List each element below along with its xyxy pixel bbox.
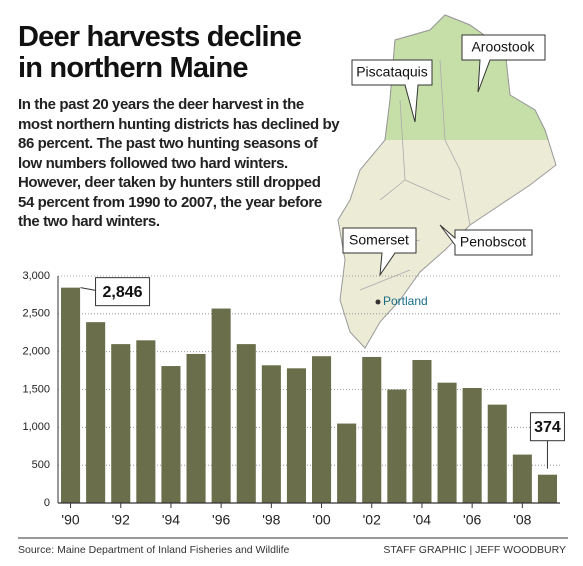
bar	[412, 359, 432, 503]
bar	[512, 454, 532, 503]
label-box	[529, 412, 565, 442]
credit: STAFF GRAPHIC | JEFF WOODBURY	[383, 544, 566, 556]
x-tick-label: '98	[262, 512, 280, 528]
value-label: 374	[534, 419, 561, 436]
value-label: 2,846	[103, 284, 143, 301]
y-tick-label: 0	[44, 497, 50, 509]
bar	[111, 344, 131, 503]
x-tick-label: '96	[212, 512, 230, 528]
bar	[136, 340, 156, 503]
y-tick-label: 2,500	[22, 308, 50, 320]
y-tick-label: 1,500	[22, 383, 50, 395]
bar	[211, 308, 231, 503]
bar	[337, 423, 357, 503]
bar	[487, 404, 507, 503]
bar	[186, 353, 206, 503]
bar	[286, 368, 306, 503]
x-tick-label: '02	[363, 512, 381, 528]
y-tick-label: 3,000	[22, 270, 50, 282]
bar	[537, 474, 557, 503]
y-tick-label: 1,000	[22, 421, 50, 433]
subtitle: In the past 20 years the deer harvest in…	[18, 96, 340, 230]
bar	[312, 356, 332, 503]
y-tick-label: 500	[32, 459, 50, 471]
bar	[61, 287, 81, 503]
bar	[462, 387, 482, 503]
map-label: Penobscot	[460, 234, 526, 250]
map	[337, 14, 557, 349]
map-label: Aroostook	[471, 39, 535, 55]
x-tick-label: '00	[312, 512, 330, 528]
x-tick-label: '94	[162, 512, 180, 528]
x-tick-label: '08	[513, 512, 531, 528]
x-tick-label: '06	[463, 512, 481, 528]
bar	[387, 389, 407, 503]
map-label: Portland	[383, 294, 428, 308]
y-tick-label: 2,000	[22, 346, 50, 358]
bar	[161, 366, 181, 503]
bar	[261, 365, 281, 503]
bar	[236, 344, 256, 503]
x-tick-label: '04	[413, 512, 431, 528]
map-labels: Aroostook Piscataquis Somerset Penobscot…	[349, 39, 535, 308]
source: Source: Maine Department of Inland Fishe…	[18, 544, 290, 556]
bar	[437, 382, 457, 503]
bar	[362, 356, 382, 503]
x-tick-label: '90	[61, 512, 79, 528]
title: Deer harvests decline in northern Maine	[18, 21, 302, 84]
map-label: Somerset	[349, 232, 409, 248]
map-label: Piscataquis	[356, 64, 428, 80]
x-tick-label: '92	[112, 512, 130, 528]
bar	[86, 322, 106, 503]
label-box	[95, 277, 151, 307]
